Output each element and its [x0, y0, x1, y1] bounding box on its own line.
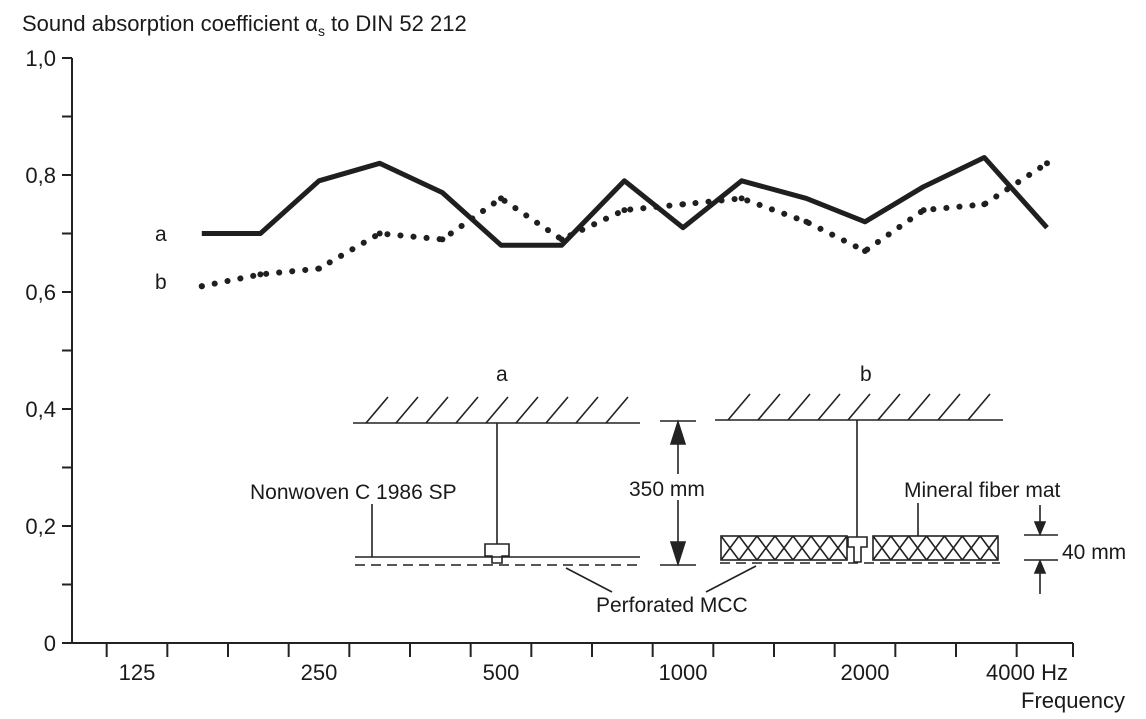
series-line-a [201, 155, 1049, 248]
y-tick-label: 0,2 [25, 514, 56, 539]
hatch-stroke [605, 396, 629, 424]
data-point-b [621, 207, 628, 214]
x-tick-label: 4000 Hz [986, 660, 1068, 685]
hatch-stroke [937, 393, 961, 421]
data-point-b [316, 265, 322, 272]
y-tick-label: 0,6 [25, 280, 56, 305]
mat-cross [925, 535, 946, 561]
data-point-b [498, 195, 504, 202]
cavity-arrow-down [669, 541, 687, 567]
data-point-b [1044, 160, 1050, 167]
ceiling-hatch-b [727, 393, 991, 421]
hatch-stroke [515, 396, 539, 424]
hatch-stroke [455, 396, 479, 424]
t-profile-b [847, 536, 868, 563]
data-point-b [439, 236, 446, 243]
mat-cross [774, 535, 794, 561]
hatch-stroke [545, 396, 569, 424]
data-point-b [257, 271, 264, 278]
cavity-arrow-up [669, 419, 687, 445]
mat-cross [756, 535, 776, 561]
x-ticks: 125 250 500 1000 2000 4000 Hz [105, 643, 1074, 685]
x-tick-label: 1000 [659, 660, 708, 685]
ceiling-hatch-a [365, 396, 629, 424]
y-ticks: 0 0,2 0,4 0,6 0,8 1,0 [25, 46, 72, 656]
mineral-fiber-mat [720, 535, 999, 561]
x-tick-label: 500 [483, 660, 520, 685]
cavity-dim-label: 350 mm [629, 478, 705, 501]
data-point-b [803, 218, 810, 225]
x-tick-label: 250 [301, 660, 338, 685]
perforated-label: Perforated MCC [596, 594, 748, 617]
series-label-b: b [155, 271, 167, 294]
data-point-b [558, 236, 565, 243]
diagram-label-a: a [496, 363, 508, 386]
t-profile-a [484, 543, 510, 564]
construction-diagram: a Nonwoven C 1986 SP 350 mm b Mineral fi… [250, 363, 1126, 617]
mat-cross [720, 535, 740, 561]
data-point-b [738, 195, 745, 202]
y-tick-label: 0,4 [25, 397, 56, 422]
data-point-b [981, 201, 988, 208]
mat-cross [961, 535, 981, 561]
hatch-stroke [485, 396, 509, 424]
mat-block [720, 535, 848, 561]
thickness-arrow-up [1033, 558, 1047, 574]
mat-cross [908, 535, 928, 561]
data-point-b [680, 201, 686, 208]
hatch-stroke [575, 396, 599, 424]
hatch-stroke [907, 393, 931, 421]
hatch-stroke [365, 396, 389, 424]
data-point-b [862, 248, 868, 254]
hatch-stroke [877, 393, 901, 421]
data-point-b [920, 207, 927, 214]
mat-cross [872, 535, 892, 561]
series-line-b [198, 160, 1050, 290]
hatch-stroke [395, 396, 419, 424]
hatch-stroke [425, 396, 449, 424]
perforated-leader-b [705, 565, 757, 593]
mat-cross [979, 535, 999, 561]
y-tick-label: 0,8 [25, 163, 56, 188]
x-axis-label: Frequency [1021, 688, 1125, 713]
hatch-stroke [817, 393, 841, 421]
mat-cross [810, 535, 830, 561]
mat-cross [792, 535, 812, 561]
hatch-stroke [787, 393, 811, 421]
data-point-b [376, 230, 383, 237]
x-tick-label: 125 [119, 660, 156, 685]
hatch-stroke [967, 393, 991, 421]
series-label-a: a [155, 223, 167, 246]
y-tick-label: 1,0 [25, 46, 56, 71]
nonwoven-label: Nonwoven C 1986 SP [250, 481, 457, 504]
mat-block [872, 535, 999, 561]
hatch-stroke [727, 393, 751, 421]
mat-cross [738, 535, 758, 561]
data-point-b [198, 283, 205, 290]
mat-cross [890, 535, 910, 561]
hatch-stroke [757, 393, 781, 421]
hatch-stroke [847, 393, 871, 421]
mat-cross [828, 535, 848, 561]
series-layer [198, 155, 1050, 290]
mineral-fiber-label: Mineral fiber mat [904, 479, 1061, 502]
chart-title: Sound absorption coefficient αs to DIN 52 … [22, 11, 467, 39]
mat-cross [943, 535, 963, 561]
thickness-dim-label: 40 mm [1062, 541, 1126, 564]
y-tick-label: 0 [44, 631, 56, 656]
perforated-leader-a [565, 567, 613, 593]
diagram-label-b: b [860, 363, 872, 386]
x-tick-label: 2000 [841, 660, 890, 685]
thickness-arrow-down [1033, 521, 1047, 537]
